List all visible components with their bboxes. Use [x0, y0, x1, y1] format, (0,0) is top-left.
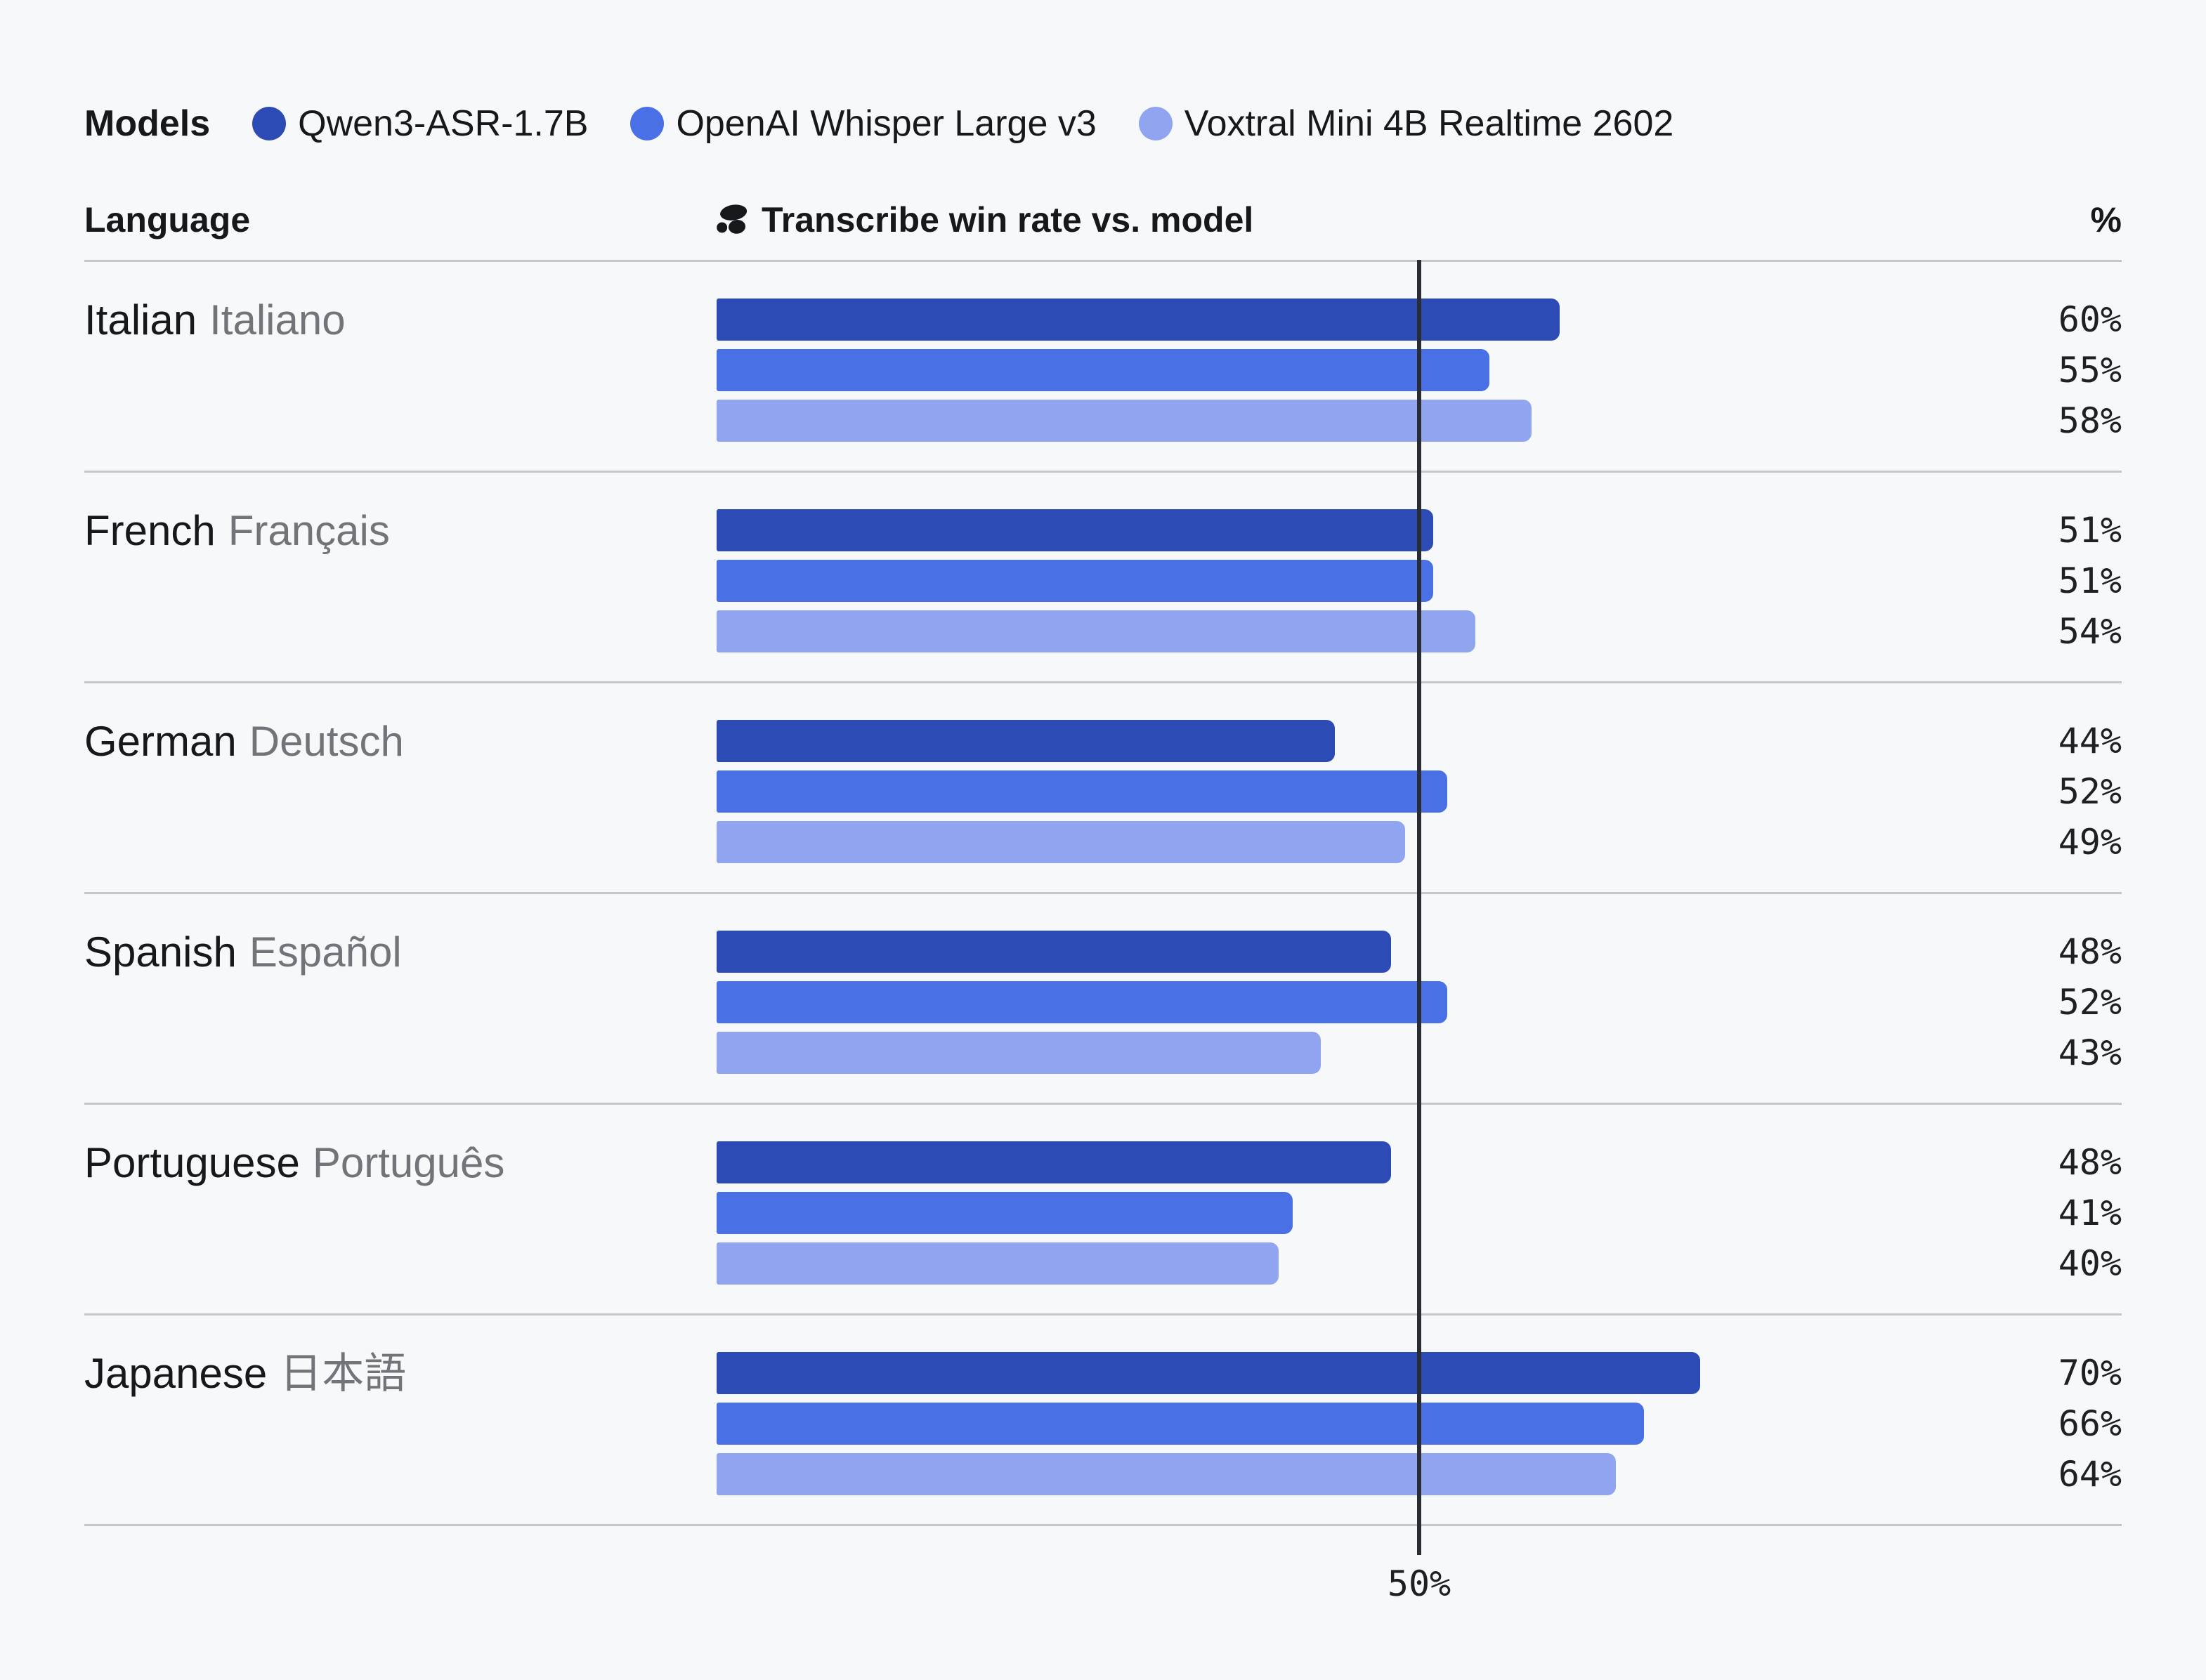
fifty-percent-axis-label: 50%	[1387, 1563, 1451, 1604]
language-label: Japanese 日本語	[84, 1352, 717, 1524]
percent-column-header: %	[2090, 200, 2122, 239]
column-headers: Language Transcribe win rate vs. model %	[84, 198, 2122, 242]
win-rate-value: 41%	[2058, 1193, 2122, 1233]
win-rate-bar	[717, 400, 1532, 442]
bar-group	[717, 298, 1953, 471]
win-rate-value: 58%	[2058, 400, 2122, 441]
language-label: Spanish Español	[84, 931, 717, 1103]
scribe-logo-icon	[717, 204, 748, 234]
win-rate-bar	[717, 981, 1447, 1023]
value-group: 44% 52% 49%	[1953, 720, 2122, 892]
win-rate-bar	[717, 349, 1489, 391]
language-name-english: German	[84, 718, 237, 765]
language-row-japanese: Japanese 日本語 70% 66% 64%	[84, 1313, 2122, 1524]
bar-group	[717, 509, 1953, 681]
win-rate-value: 52%	[2058, 771, 2122, 812]
language-name-english: Japanese	[84, 1350, 268, 1397]
language-name-english: Italian	[84, 296, 197, 343]
legend-color-dot	[252, 107, 287, 140]
win-rate-value: 51%	[2058, 560, 2122, 601]
metric-column-label: Transcribe win rate vs. model	[762, 200, 1254, 239]
language-row-portuguese: Portuguese Português 48% 41% 40%	[84, 1103, 2122, 1313]
language-row-spanish: Spanish Español 48% 52% 43%	[84, 892, 2122, 1103]
language-name-english: French	[84, 507, 216, 554]
fifty-percent-reference-line	[1417, 260, 1421, 1555]
language-name-native: Italiano	[209, 296, 346, 343]
win-rate-bar	[717, 720, 1335, 762]
language-label: German Deutsch	[84, 720, 717, 892]
win-rate-value: 40%	[2058, 1243, 2122, 1284]
language-name-native: Français	[228, 507, 390, 554]
win-rate-bar	[717, 821, 1405, 863]
legend-model-label: Voxtral Mini 4B Realtime 2602	[1184, 103, 1674, 144]
win-rate-bar	[717, 1453, 1616, 1495]
language-label: French Français	[84, 509, 717, 681]
win-rate-bar	[717, 560, 1433, 602]
legend-item-3: Voxtral Mini 4B Realtime 2602	[1138, 103, 1674, 145]
bar-group	[717, 720, 1953, 892]
value-group: 51% 51% 54%	[1953, 509, 2122, 681]
language-column-header: Language	[84, 200, 251, 239]
win-rate-bar	[717, 1403, 1644, 1445]
win-rate-bar	[717, 1141, 1391, 1183]
win-rate-value: 44%	[2058, 721, 2122, 761]
legend-color-dot	[1138, 107, 1173, 140]
language-name-native: Português	[312, 1139, 505, 1186]
win-rate-bar	[717, 1032, 1321, 1074]
value-group: 70% 66% 64%	[1953, 1352, 2122, 1524]
bar-group	[717, 1141, 1953, 1313]
win-rate-value: 51%	[2058, 510, 2122, 551]
models-legend: Models Qwen3-ASR-1.7B OpenAI Whisper Larg…	[84, 103, 1673, 145]
win-rate-bar	[717, 509, 1433, 551]
legend-item-1: Qwen3-ASR-1.7B	[252, 103, 588, 145]
language-label: Portuguese Português	[84, 1141, 717, 1313]
win-rate-bar	[717, 931, 1391, 973]
language-row-german: German Deutsch 44% 52% 49%	[84, 681, 2122, 892]
metric-column-header: Transcribe win rate vs. model	[717, 199, 1953, 240]
value-group: 48% 41% 40%	[1953, 1141, 2122, 1313]
win-rate-value: 49%	[2058, 822, 2122, 862]
language-rows: Italian Italiano 60% 55% 58% French Français 51…	[84, 260, 2122, 1526]
win-rate-value: 70%	[2058, 1353, 2122, 1393]
legend-model-label: OpenAI Whisper Large v3	[676, 103, 1097, 144]
value-group: 60% 55% 58%	[1953, 298, 2122, 471]
language-name-native: Español	[249, 928, 402, 976]
bar-group	[717, 1352, 1953, 1524]
win-rate-bar	[717, 610, 1475, 652]
language-row-italian: Italian Italiano 60% 55% 58%	[84, 260, 2122, 471]
language-name-english: Spanish	[84, 928, 237, 976]
win-rate-bar	[717, 298, 1560, 341]
win-rate-value: 43%	[2058, 1032, 2122, 1073]
language-name-native: 日本語	[280, 1350, 407, 1397]
win-rate-bar	[717, 1352, 1700, 1394]
win-rate-value: 55%	[2058, 350, 2122, 391]
win-rate-bar	[717, 770, 1447, 813]
win-rate-value: 54%	[2058, 611, 2122, 652]
legend-model-label: Qwen3-ASR-1.7B	[298, 103, 589, 144]
win-rate-value: 66%	[2058, 1403, 2122, 1444]
bar-group	[717, 931, 1953, 1103]
value-group: 48% 52% 43%	[1953, 931, 2122, 1103]
language-name-native: Deutsch	[249, 718, 404, 765]
win-rate-value: 52%	[2058, 982, 2122, 1023]
legend-title: Models	[84, 103, 211, 144]
legend-item-2: OpenAI Whisper Large v3	[630, 103, 1097, 145]
win-rate-bar	[717, 1192, 1293, 1234]
win-rate-value: 60%	[2058, 299, 2122, 340]
win-rate-bar	[717, 1242, 1279, 1285]
win-rate-value: 64%	[2058, 1454, 2122, 1495]
win-rate-value: 48%	[2058, 931, 2122, 972]
legend-color-dot	[630, 107, 665, 140]
language-label: Italian Italiano	[84, 298, 717, 471]
win-rate-value: 48%	[2058, 1142, 2122, 1183]
language-name-english: Portuguese	[84, 1139, 300, 1186]
language-row-french: French Français 51% 51% 54%	[84, 471, 2122, 681]
